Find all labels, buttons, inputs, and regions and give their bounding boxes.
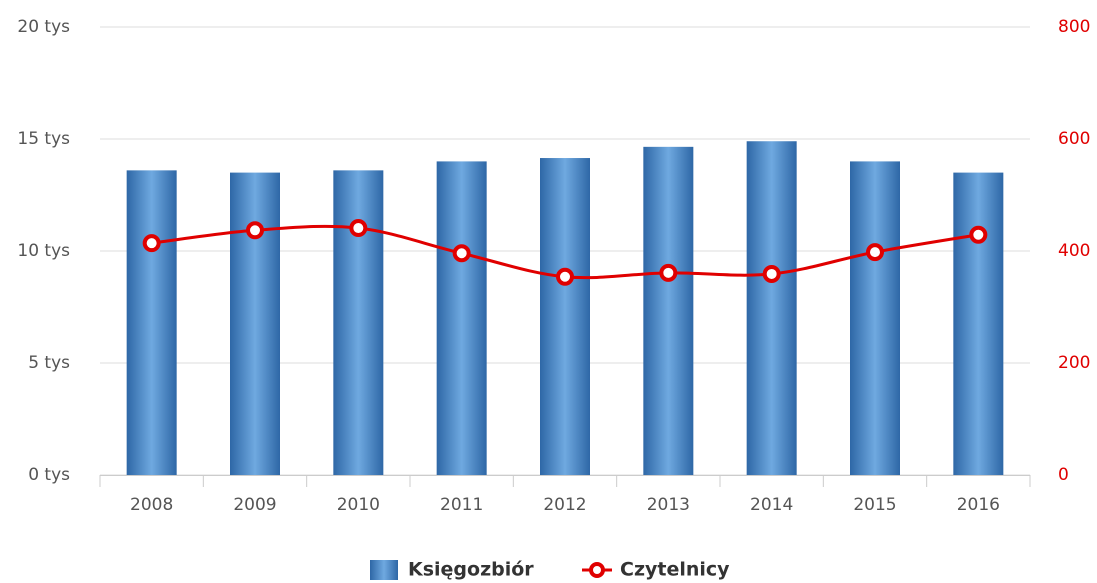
x-tick-label: 2009 — [233, 495, 276, 515]
y2-tick-label: 800 — [1058, 17, 1090, 37]
legend-swatch — [370, 560, 398, 580]
marker — [349, 219, 368, 238]
y-tick-label: 15 tys — [17, 129, 70, 149]
legend-label: Księgozbiór — [408, 559, 534, 581]
x-tick-label: 2008 — [130, 495, 173, 515]
x-tick-label: 2012 — [543, 495, 586, 515]
x-tick-label: 2016 — [957, 495, 1000, 515]
y2-tick-label: 200 — [1058, 353, 1090, 373]
marker — [659, 263, 678, 282]
bar — [126, 170, 177, 476]
y-tick-label: 0 tys — [28, 465, 70, 485]
x-tick-label: 2015 — [853, 495, 896, 515]
marker — [556, 267, 574, 286]
x-tick-label: 2014 — [750, 495, 793, 515]
bar — [333, 170, 384, 476]
y-tick-label: 10 tys — [17, 241, 70, 261]
x-tick-label: 2011 — [440, 495, 483, 515]
bar — [230, 172, 280, 475]
y2-tick-label: 0 — [1058, 465, 1069, 485]
bar — [540, 158, 590, 476]
y2-tick-label: 600 — [1058, 129, 1090, 149]
y-tick-label: 20 tys — [17, 17, 70, 37]
marker — [142, 234, 161, 253]
bar — [953, 172, 1004, 475]
bar — [746, 141, 797, 476]
x-tick-label: 2013 — [647, 495, 690, 515]
x-tick-label: 2010 — [337, 495, 380, 515]
legend-label: Czytelnicy — [620, 559, 730, 581]
marker — [246, 221, 264, 240]
bar — [850, 161, 900, 475]
marker — [452, 244, 471, 263]
bar — [643, 146, 694, 475]
y2-tick-label: 400 — [1058, 241, 1090, 261]
y-tick-label: 5 tys — [28, 353, 70, 373]
bar — [436, 161, 487, 475]
legend-marker — [589, 562, 605, 578]
marker — [969, 225, 988, 244]
marker — [866, 243, 884, 262]
marker — [762, 264, 781, 283]
